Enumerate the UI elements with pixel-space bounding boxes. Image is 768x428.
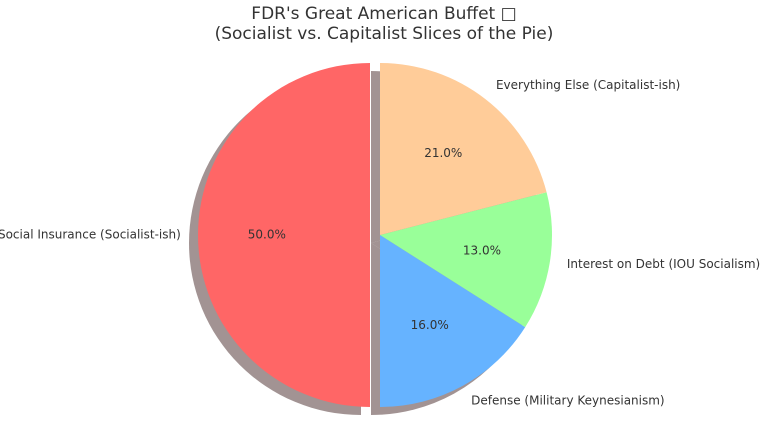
pct-label-defense-military-keynesianism: 16.0% — [411, 318, 449, 332]
pie-slice-interest-on-debt-iou-socialism — [380, 192, 552, 328]
chart-title: FDR's Great American Buffet □ (Socialist… — [0, 4, 768, 44]
pct-label-social-insurance-socialist-ish: 50.0% — [248, 228, 286, 242]
pie-slice-defense-military-keynesianism — [380, 235, 526, 407]
pie-slice-layer — [198, 63, 552, 407]
slice-label-social-insurance-socialist-ish: Social Insurance (Socialist-ish) — [0, 228, 181, 242]
pie-label-layer: 50.0% Social Insurance (Socialist-ish) 16.… — [0, 78, 760, 407]
slice-label-everything-else-capitalist-ish: Everything Else (Capitalist-ish) — [496, 78, 680, 92]
slice-label-interest-on-debt-iou-socialism: Interest on Debt (IOU Socialism) — [567, 257, 760, 271]
pie-slice-social-insurance-socialist-ish — [198, 63, 370, 407]
chart-title-line-2: (Socialist vs. Capitalist Slices of the … — [214, 24, 554, 44]
pct-label-interest-on-debt-iou-socialism: 13.0% — [463, 244, 501, 258]
pct-label-everything-else-capitalist-ish: 21.0% — [424, 146, 462, 160]
pie-slice-everything-else-capitalist-ish — [380, 63, 547, 235]
slice-label-defense-military-keynesianism: Defense (Military Keynesianism) — [471, 393, 664, 407]
chart-title-line-1: FDR's Great American Buffet □ — [251, 4, 517, 24]
